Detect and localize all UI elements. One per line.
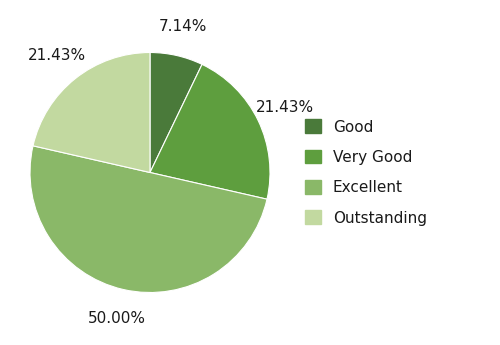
Text: 7.14%: 7.14%	[159, 19, 208, 34]
Wedge shape	[33, 52, 150, 172]
Legend: Good, Very Good, Excellent, Outstanding: Good, Very Good, Excellent, Outstanding	[298, 112, 434, 233]
Wedge shape	[150, 52, 202, 172]
Text: 21.43%: 21.43%	[28, 48, 86, 63]
Text: 50.00%: 50.00%	[88, 311, 146, 326]
Wedge shape	[150, 65, 270, 199]
Wedge shape	[30, 146, 267, 293]
Text: 21.43%: 21.43%	[256, 100, 314, 115]
